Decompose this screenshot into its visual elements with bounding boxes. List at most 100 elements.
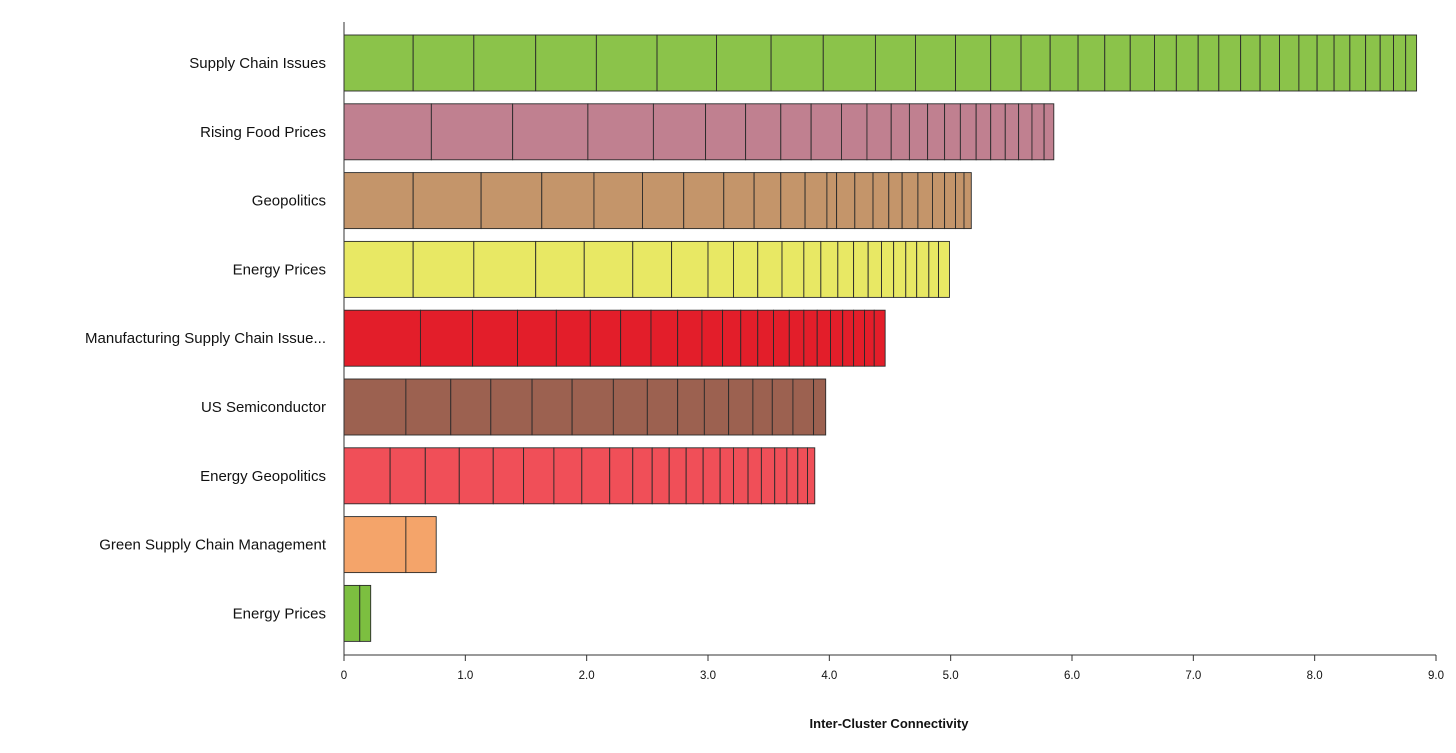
- bar-segment[interactable]: [424, 447, 460, 505]
- bar-segment[interactable]: [867, 240, 882, 298]
- bar-segment[interactable]: [771, 378, 794, 436]
- bar-segment[interactable]: [612, 378, 648, 436]
- bar-segment[interactable]: [1154, 34, 1177, 92]
- bar-segment[interactable]: [944, 172, 956, 230]
- bar-segment[interactable]: [571, 378, 614, 436]
- bar-segment[interactable]: [632, 447, 653, 505]
- bar-segment[interactable]: [747, 447, 762, 505]
- bar-segment[interactable]: [893, 240, 907, 298]
- bar-segment[interactable]: [642, 172, 685, 230]
- bar-segment[interactable]: [412, 172, 482, 230]
- bar-segment[interactable]: [753, 172, 782, 230]
- bar-segment[interactable]: [359, 584, 372, 642]
- bar-segment[interactable]: [458, 447, 494, 505]
- bar-segment[interactable]: [1349, 34, 1367, 92]
- bar-segment[interactable]: [620, 309, 652, 367]
- bar-segment[interactable]: [1020, 34, 1051, 92]
- bar-segment[interactable]: [589, 309, 622, 367]
- bar-segment[interactable]: [412, 240, 475, 298]
- bar-segment[interactable]: [773, 309, 790, 367]
- bar-segment[interactable]: [343, 447, 391, 505]
- bar-segment[interactable]: [405, 378, 452, 436]
- bar-segment[interactable]: [671, 240, 709, 298]
- bar-segment[interactable]: [853, 309, 865, 367]
- bar-segment[interactable]: [1175, 34, 1199, 92]
- bar-segment[interactable]: [792, 378, 815, 436]
- bar-segment[interactable]: [813, 378, 827, 436]
- bar-segment[interactable]: [780, 172, 806, 230]
- bar-segment[interactable]: [1405, 34, 1418, 92]
- bar-segment[interactable]: [1077, 34, 1106, 92]
- bar-segment[interactable]: [816, 309, 831, 367]
- bar-segment[interactable]: [760, 447, 776, 505]
- bar-segment[interactable]: [781, 240, 805, 298]
- bar-segment[interactable]: [517, 309, 557, 367]
- bar-segment[interactable]: [874, 34, 916, 92]
- bar-segment[interactable]: [677, 378, 705, 436]
- bar-segment[interactable]: [866, 103, 892, 161]
- bar-segment[interactable]: [555, 309, 591, 367]
- bar-segment[interactable]: [650, 309, 679, 367]
- bar-segment[interactable]: [745, 103, 782, 161]
- bar-segment[interactable]: [1333, 34, 1351, 92]
- bar-segment[interactable]: [656, 34, 717, 92]
- bar-segment[interactable]: [888, 172, 903, 230]
- bar-segment[interactable]: [788, 309, 805, 367]
- bar-segment[interactable]: [752, 378, 773, 436]
- bar-segment[interactable]: [683, 172, 725, 230]
- bar-segment[interactable]: [1197, 34, 1220, 92]
- bar-segment[interactable]: [1298, 34, 1318, 92]
- bar-segment[interactable]: [786, 447, 799, 505]
- bar-segment[interactable]: [492, 447, 525, 505]
- bar-segment[interactable]: [1043, 103, 1055, 161]
- bar-segment[interactable]: [716, 34, 772, 92]
- bar-segment[interactable]: [595, 34, 658, 92]
- bar-segment[interactable]: [343, 103, 432, 161]
- bar-segment[interactable]: [1218, 34, 1242, 92]
- bar-segment[interactable]: [733, 240, 759, 298]
- bar-segment[interactable]: [740, 309, 759, 367]
- bar-segment[interactable]: [587, 103, 654, 161]
- bar-segment[interactable]: [990, 103, 1006, 161]
- bar-segment[interactable]: [343, 309, 421, 367]
- bar-segment[interactable]: [646, 378, 679, 436]
- bar-segment[interactable]: [701, 309, 724, 367]
- bar-segment[interactable]: [872, 172, 890, 230]
- bar-segment[interactable]: [705, 103, 747, 161]
- bar-segment[interactable]: [797, 447, 808, 505]
- bar-segment[interactable]: [473, 240, 537, 298]
- bar-segment[interactable]: [757, 309, 774, 367]
- bar-segment[interactable]: [1259, 34, 1280, 92]
- bar-segment[interactable]: [770, 34, 824, 92]
- bar-segment[interactable]: [938, 240, 950, 298]
- bar-segment[interactable]: [803, 240, 822, 298]
- bar-segment[interactable]: [703, 378, 730, 436]
- bar-segment[interactable]: [632, 240, 673, 298]
- bar-segment[interactable]: [490, 378, 533, 436]
- bar-segment[interactable]: [707, 240, 734, 298]
- bar-segment[interactable]: [757, 240, 783, 298]
- bar-segment[interactable]: [1240, 34, 1261, 92]
- bar-segment[interactable]: [343, 172, 414, 230]
- bar-segment[interactable]: [959, 103, 977, 161]
- bar-segment[interactable]: [652, 103, 707, 161]
- bar-segment[interactable]: [450, 378, 492, 436]
- bar-segment[interactable]: [473, 34, 537, 92]
- bar-segment[interactable]: [1316, 34, 1335, 92]
- bar-segment[interactable]: [343, 378, 407, 436]
- bar-segment[interactable]: [535, 34, 597, 92]
- bar-segment[interactable]: [955, 34, 992, 92]
- bar-segment[interactable]: [733, 447, 749, 505]
- bar-segment[interactable]: [955, 172, 965, 230]
- bar-segment[interactable]: [804, 172, 828, 230]
- bar-segment[interactable]: [915, 34, 956, 92]
- bar-segment[interactable]: [873, 309, 886, 367]
- bar-segment[interactable]: [826, 172, 838, 230]
- bar-segment[interactable]: [343, 240, 414, 298]
- bar-segment[interactable]: [944, 103, 961, 161]
- bar-segment[interactable]: [728, 378, 754, 436]
- bar-segment[interactable]: [836, 172, 856, 230]
- bar-segment[interactable]: [405, 516, 437, 574]
- bar-segment[interactable]: [512, 103, 589, 161]
- bar-segment[interactable]: [593, 172, 643, 230]
